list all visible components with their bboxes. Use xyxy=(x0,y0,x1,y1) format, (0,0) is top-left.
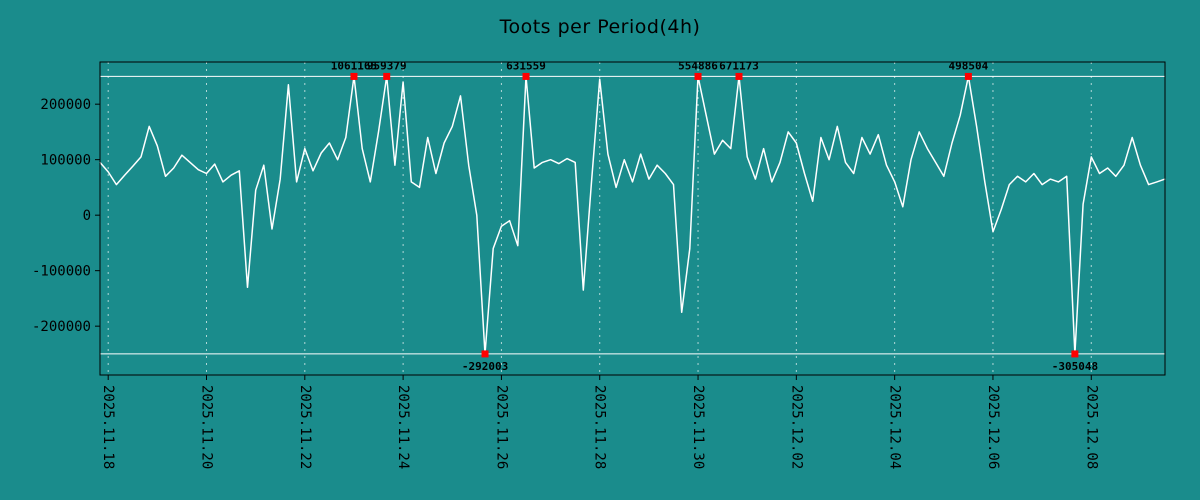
x-tick-label: 2025.12.08 xyxy=(1083,385,1099,469)
series-line xyxy=(99,75,1166,355)
x-tick-label: 2025.12.06 xyxy=(985,385,1001,469)
x-tick-label: 2025.11.30 xyxy=(690,385,706,469)
plot-border xyxy=(99,61,1166,376)
clip-marker xyxy=(694,72,702,80)
x-tick-label: 2025.12.04 xyxy=(887,385,903,469)
y-tick-label: 0 xyxy=(83,208,91,224)
clip-marker xyxy=(522,72,530,80)
x-tick-label: 2025.11.22 xyxy=(297,385,313,469)
annotation-label: 498504 xyxy=(949,59,989,72)
annotation-label: 631559 xyxy=(506,59,546,72)
y-tick-label: 100000 xyxy=(40,153,91,169)
annotation-label: 554886 xyxy=(678,59,718,72)
y-tick-label: -200000 xyxy=(32,319,91,335)
y-tick-label: 200000 xyxy=(40,97,91,113)
annotation-label: -292003 xyxy=(462,360,508,373)
x-tick-label: 2025.12.02 xyxy=(788,385,804,469)
clip-marker xyxy=(350,72,358,80)
clip-marker xyxy=(964,72,972,80)
annotation-label: 1061165 xyxy=(331,59,377,72)
chart-title: Toots per Period(4h) xyxy=(499,16,701,38)
x-tick-label: 2025.11.28 xyxy=(592,385,608,469)
clip-marker xyxy=(735,72,743,80)
x-tick-label: 2025.11.20 xyxy=(199,385,215,469)
annotation-label: 959379 xyxy=(367,59,407,72)
x-tick-label: 2025.11.18 xyxy=(100,385,116,469)
x-tick-label: 2025.11.26 xyxy=(493,385,509,469)
x-tick-label: 2025.11.24 xyxy=(395,385,411,469)
clip-marker xyxy=(1071,350,1079,358)
annotation-label: 671173 xyxy=(719,59,759,72)
annotation-label: -305048 xyxy=(1052,360,1098,373)
clip-marker xyxy=(383,72,391,80)
clip-marker xyxy=(481,350,489,358)
y-tick-label: -100000 xyxy=(32,264,91,280)
